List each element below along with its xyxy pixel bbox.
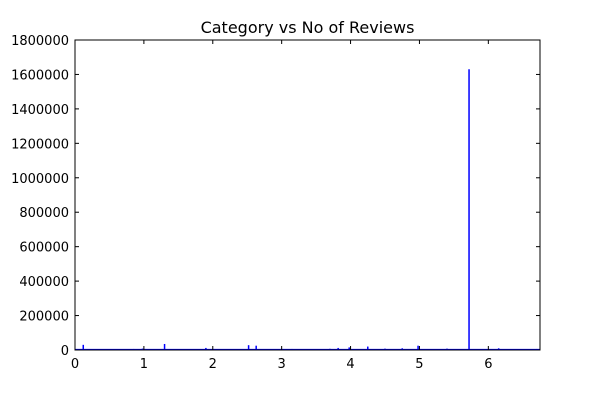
x-tick-label: 6	[484, 357, 492, 372]
y-tick-label: 1000000	[11, 172, 69, 187]
y-tick-label: 1800000	[11, 34, 69, 49]
x-tick-label: 4	[346, 357, 354, 372]
data-series	[75, 69, 540, 351]
axis-ticks: 0 1 2 3 4 5 6 0 200000 400000 600000 800000 1000000 1…	[11, 34, 540, 372]
y-tick-label: 1600000	[11, 68, 69, 83]
y-tick-label: 400000	[19, 275, 69, 290]
x-tick-label: 1	[140, 357, 148, 372]
y-tick-label: 600000	[19, 241, 69, 256]
y-tick-label: 200000	[19, 310, 69, 325]
x-tick-label: 5	[415, 357, 423, 372]
x-tick-label: 3	[278, 357, 286, 372]
x-tick-label: 2	[209, 357, 217, 372]
y-tick-label: 1400000	[11, 103, 69, 118]
y-tick-label: 800000	[19, 206, 69, 221]
plot-frame	[74, 39, 541, 351]
y-tick-label: 0	[61, 344, 69, 359]
chart-title: Category vs No of Reviews	[201, 18, 415, 37]
x-tick-label: 0	[71, 357, 79, 372]
y-tick-label: 1200000	[11, 137, 69, 152]
